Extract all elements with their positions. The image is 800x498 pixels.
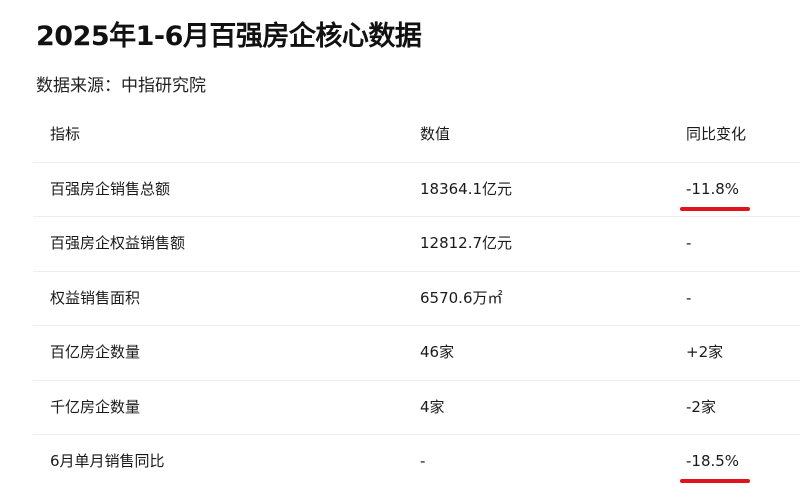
cell-indicator: 百亿房企数量 xyxy=(50,343,141,361)
cell-change: -18.5% xyxy=(686,452,740,470)
cell-indicator: 千亿房企数量 xyxy=(50,397,141,416)
data-source: 数据来源：中指研究院 xyxy=(36,76,206,96)
cell-value: 4家 xyxy=(420,397,445,416)
table-header: 指标 数值 同比变化 xyxy=(33,108,800,163)
header-indicator: 指标 xyxy=(50,125,81,143)
cell-value: 12812.7亿元 xyxy=(420,234,513,252)
page-title: 2025年1-6月百强房企核心数据 xyxy=(36,21,422,52)
table-body: 百强房企销售总额 18364.1亿元 -11.8% 百强房企权益销售额 12812.7亿… xyxy=(33,163,800,489)
cell-change: +2家 xyxy=(686,343,724,361)
cell-indicator: 百强房企销售总额 xyxy=(50,179,171,198)
cell-change: - xyxy=(686,288,692,307)
table-row: 百强房企权益销售额 12812.7亿元 - xyxy=(33,217,800,272)
cell-value: - xyxy=(420,452,426,470)
table-row: 千亿房企数量 4家 -2家 xyxy=(33,381,800,435)
cell-indicator: 百强房企权益销售额 xyxy=(50,234,186,252)
red-underline-mark xyxy=(680,206,750,211)
cell-value: 18364.1亿元 xyxy=(420,179,513,198)
cell-indicator: 权益销售面积 xyxy=(50,288,141,307)
cell-change: -2家 xyxy=(686,397,716,416)
table-row: 百强房企销售总额 18364.1亿元 -11.8% xyxy=(33,163,800,217)
header-change: 同比变化 xyxy=(686,125,747,143)
cell-value: 46家 xyxy=(420,343,455,361)
cell-change: - xyxy=(686,234,692,252)
data-table: 指标 数值 同比变化 百强房企销售总额 18364.1亿元 -11.8% 百强房企权益… xyxy=(33,108,800,489)
header-value: 数值 xyxy=(420,125,451,143)
table-row: 权益销售面积 6570.6万㎡ - xyxy=(33,272,800,326)
table-row: 6月单月销售同比 - -18.5% xyxy=(33,435,800,489)
cell-indicator: 6月单月销售同比 xyxy=(50,452,165,470)
cell-change: -11.8% xyxy=(686,179,740,198)
red-underline-mark xyxy=(680,479,750,483)
cell-value: 6570.6万㎡ xyxy=(420,288,503,307)
table-row: 百亿房企数量 46家 +2家 xyxy=(33,326,800,381)
